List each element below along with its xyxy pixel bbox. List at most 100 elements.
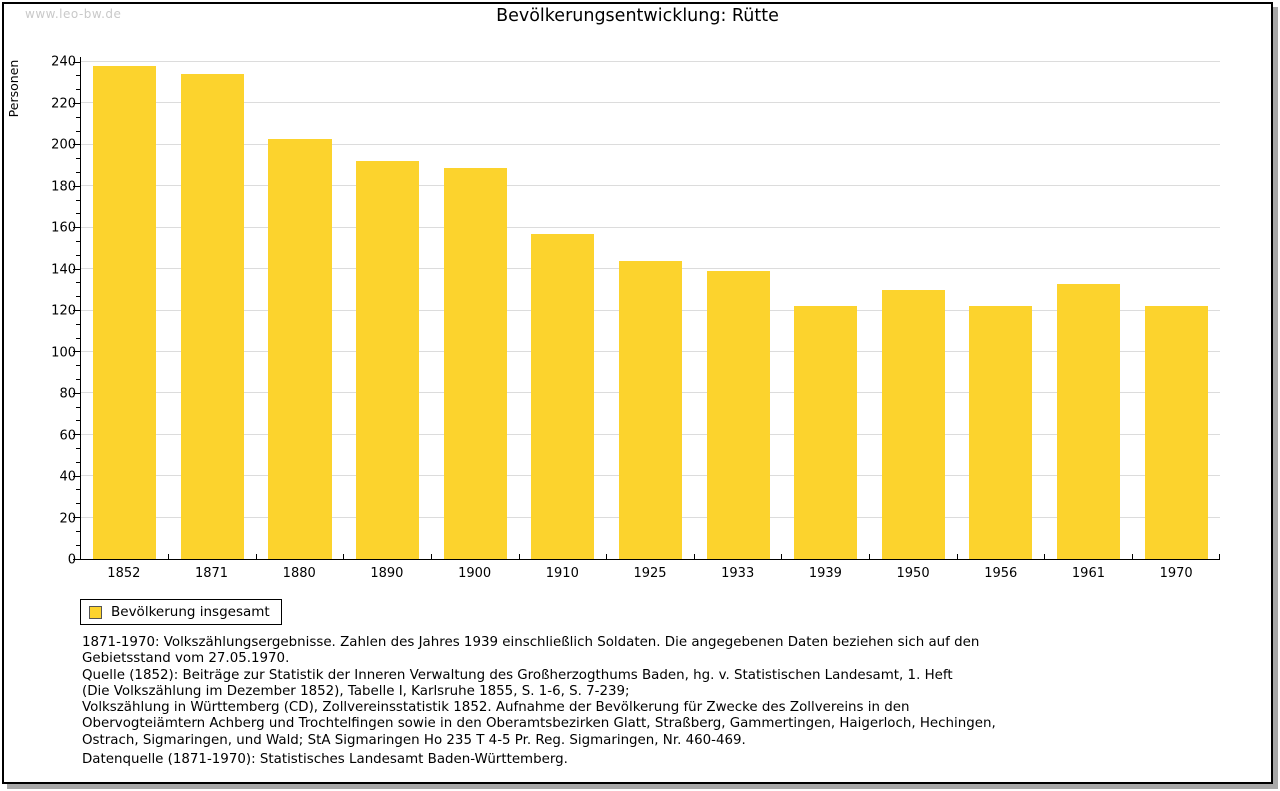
y-minor-tick [76, 461, 80, 463]
x-tick-label: 1939 [808, 566, 842, 581]
bar-1852 [93, 66, 157, 559]
y-major-tick [73, 558, 80, 560]
x-tick-label: 1910 [545, 566, 579, 581]
footnote-line: Ostrach, Sigmaringen, und Wald; StA Sigm… [82, 732, 746, 748]
y-minor-tick [76, 240, 80, 242]
y-tick-label: 40 [59, 469, 76, 485]
y-minor-tick [76, 199, 80, 201]
y-tick-label: 200 [51, 137, 76, 153]
x-tick-label: 1925 [633, 566, 667, 581]
y-major-tick [73, 144, 80, 146]
bar-1956 [969, 306, 1033, 559]
y-major-tick [73, 102, 80, 104]
y-major-tick [73, 517, 80, 519]
y-major-tick [73, 434, 80, 436]
y-minor-tick [76, 254, 80, 256]
y-minor-tick [76, 503, 80, 505]
footnote-line: Quelle (1852): Beiträge zur Statistik de… [82, 667, 953, 683]
bar-1871 [180, 74, 244, 559]
x-tick-label: 1900 [458, 566, 492, 581]
y-major-tick [73, 310, 80, 311]
y-major-tick [73, 185, 80, 187]
y-minor-tick [76, 130, 80, 132]
gridline [81, 185, 1220, 187]
x-boundary-tick [1219, 554, 1220, 559]
y-tick-label: 0 [67, 552, 76, 568]
legend-box: Bevölkerung insgesamt [80, 599, 282, 625]
y-tick-label: 100 [51, 345, 76, 360]
y-tick-label: 180 [51, 179, 76, 194]
y-minor-tick [76, 75, 80, 77]
footnote-line: 1871-1970: Volkszählungsergebnisse. Zahl… [82, 635, 980, 650]
datasource-line: Datenquelle (1871-1970): Statistisches L… [82, 752, 568, 767]
y-tick-label: 20 [59, 511, 76, 526]
gridline [81, 143, 1220, 145]
y-tick-label: 60 [59, 428, 76, 443]
plot-area [73, 57, 1220, 560]
y-minor-tick [76, 365, 80, 367]
y-tick-label: 120 [51, 303, 76, 319]
bar-1933 [706, 271, 770, 559]
y-minor-tick [76, 282, 80, 284]
bar-1925 [618, 260, 683, 559]
bar-1970 [1144, 306, 1208, 559]
x-boundary-tick [781, 554, 783, 559]
y-minor-tick [76, 116, 80, 118]
bar-1880 [268, 138, 332, 559]
gridline [81, 226, 1220, 228]
y-minor-tick [76, 544, 80, 546]
x-boundary-tick [869, 554, 871, 559]
x-tick-label: 1961 [1071, 566, 1105, 581]
footnote-line: Gebietsstand vom 27.05.1970. [82, 651, 290, 667]
y-tick-label: 160 [51, 220, 76, 236]
x-tick-label: 1956 [984, 566, 1018, 581]
y-major-tick [73, 227, 80, 229]
gridline [81, 102, 1220, 104]
x-boundary-tick [255, 554, 257, 559]
x-axis-labels: 1852 1871 1880 1890 1900 1910 1925 1933 1939 1950… [80, 566, 1220, 584]
y-minor-tick [76, 530, 80, 532]
y-major-tick [73, 392, 80, 394]
y-minor-tick [76, 213, 80, 215]
x-boundary-tick [606, 554, 608, 559]
bar-1910 [531, 233, 595, 559]
bar-1900 [443, 167, 507, 559]
y-minor-tick [76, 158, 80, 160]
y-minor-tick [76, 489, 80, 491]
gridline [81, 61, 1220, 62]
y-minor-tick [76, 323, 80, 325]
bar-1950 [881, 289, 945, 559]
y-minor-tick [76, 420, 80, 422]
x-boundary-tick [168, 554, 170, 559]
x-tick-label: 1950 [896, 566, 930, 581]
bar-1939 [794, 306, 858, 559]
watermark: www.leo-bw.de [25, 7, 122, 21]
footnote-lines: 1871-1970: Volkszählungsergebnisse. Zahl… [82, 635, 1202, 749]
y-tick-label: 240 [51, 54, 76, 70]
footnote-line: (Die Volkszählung im Dezember 1852), Tab… [82, 683, 630, 699]
y-minor-tick [76, 406, 80, 408]
y-tick-label: 220 [51, 96, 76, 111]
chart-title: Bevölkerungsentwicklung: Rütte [496, 6, 779, 26]
x-tick-label: 1852 [107, 566, 141, 581]
x-boundary-tick [518, 554, 520, 559]
y-major-tick [73, 61, 80, 63]
x-tick-label: 1970 [1159, 566, 1193, 581]
x-tick-label: 1933 [721, 566, 755, 581]
x-boundary-tick [343, 554, 345, 559]
legend-swatch-icon [89, 605, 102, 619]
x-boundary-tick [693, 554, 695, 559]
y-minor-tick [76, 89, 80, 91]
x-boundary-tick [1044, 554, 1046, 559]
y-minor-tick [76, 171, 80, 173]
footnote-line: Obervogteiämtern Achberg und Trochtelfin… [82, 716, 996, 732]
y-major-tick [73, 475, 80, 477]
y-minor-tick [76, 379, 80, 381]
x-boundary-tick [430, 554, 432, 559]
y-axis-line-extension [80, 57, 81, 62]
y-tick-label: 80 [59, 386, 76, 402]
y-major-tick [73, 351, 80, 353]
y-tick-label: 140 [51, 262, 76, 277]
x-boundary-tick [1131, 554, 1133, 559]
